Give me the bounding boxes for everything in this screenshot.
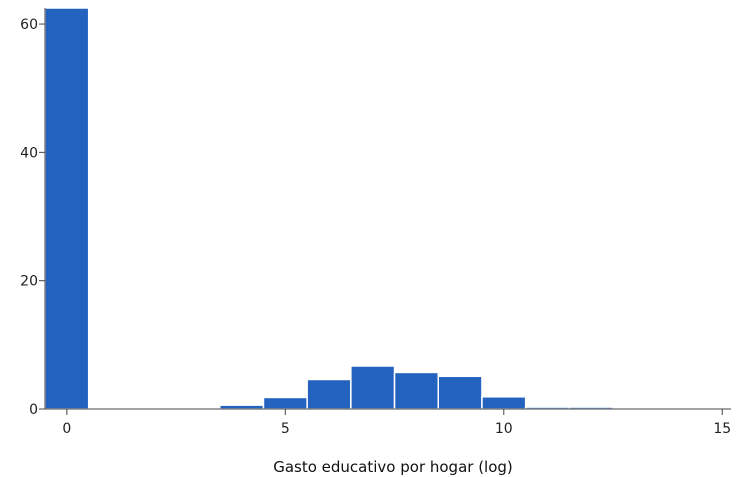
- x-tick-label-1: 5: [281, 421, 290, 437]
- histogram-bar-4: [350, 365, 396, 410]
- histogram-bar-2: [262, 396, 308, 410]
- x-ticks: 0 5 10 15: [62, 409, 731, 437]
- histogram-bar-7: [481, 396, 527, 410]
- y-tick-label-3: 60: [20, 17, 38, 33]
- y-tick-label-1: 20: [20, 274, 38, 290]
- x-axis-title: Gasto educativo por hogar (log): [273, 458, 513, 476]
- histogram-bar-1: [219, 404, 265, 410]
- x-tick-label-2: 10: [495, 421, 513, 437]
- axes-layer: [44, 8, 731, 410]
- x-tick-label-0: 0: [62, 421, 71, 437]
- histogram-bar-5: [393, 371, 439, 410]
- histogram-bar-6: [437, 375, 483, 410]
- y-ticks: 0 20 40 60: [20, 17, 45, 418]
- y-tick-label-0: 0: [29, 402, 38, 418]
- histogram-bar-0: [44, 7, 90, 410]
- bars-layer: [44, 7, 614, 410]
- y-tick-label-2: 40: [20, 145, 38, 161]
- x-tick-label-3: 15: [713, 421, 731, 437]
- histogram-bar-3: [306, 378, 352, 410]
